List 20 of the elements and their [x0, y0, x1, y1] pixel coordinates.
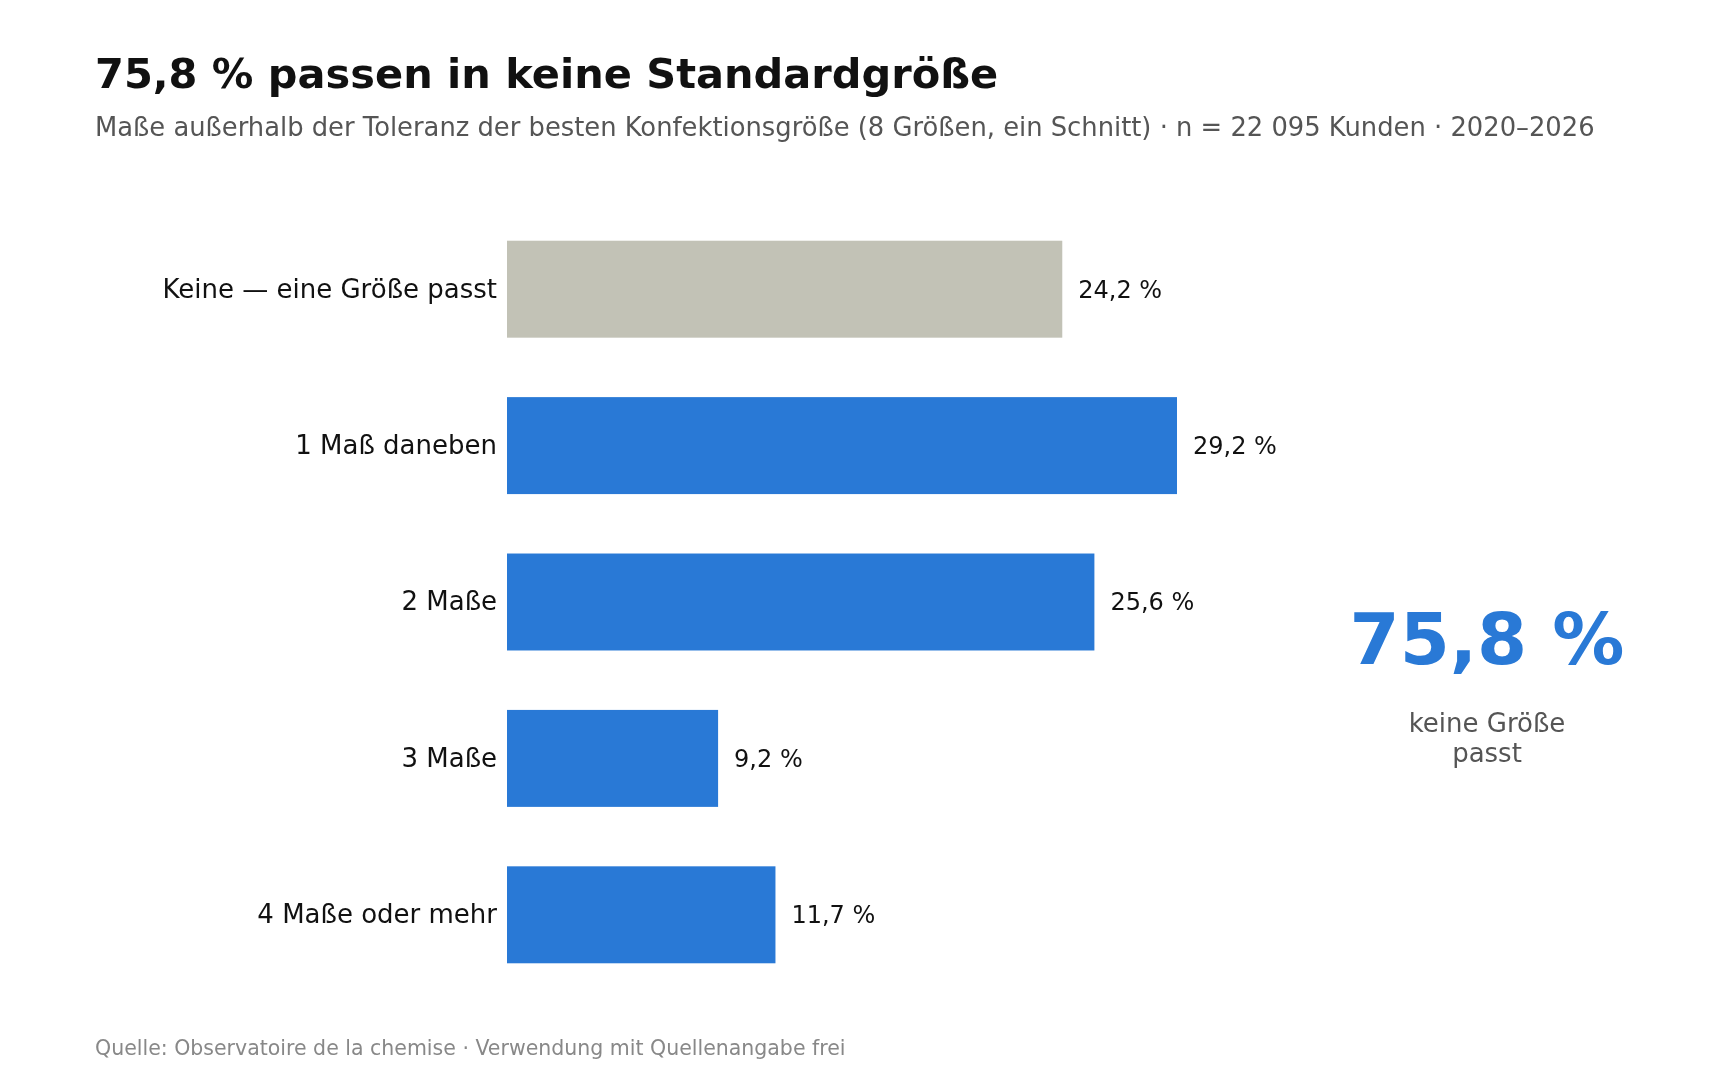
text: keine Größe passt [1408, 708, 1566, 768]
bar [507, 709, 719, 807]
data-label: 11,7 % [791, 901, 876, 930]
bar [507, 397, 1177, 495]
y-tick-label: 1 Maß daneben [295, 429, 497, 460]
y-tick-label: 2 Maße [401, 586, 497, 617]
y-tick-label: Keine — eine Größe passt [162, 273, 497, 304]
y-tick-label: 3 Maße [401, 742, 497, 773]
chart-subtitle: Maße außerhalb der Toleranz der besten Konfektionsgröße (8 Größen, ein Schnitt) · n = 22 095 Kunden · 2020–2026 [95, 112, 1595, 142]
data-label: 9,2 % [734, 744, 803, 773]
text: 75,8 % [1349, 597, 1625, 681]
y-tick-label: 4 Maße oder mehr [257, 899, 498, 930]
data-label: 25,6 % [1110, 588, 1195, 617]
data-label: 24,2 % [1078, 275, 1163, 304]
data-label: 29,2 % [1193, 432, 1277, 460]
bar [507, 553, 1095, 651]
source-note: Quelle: Observatoire de la chemise · Verwendung mit Quellenangabe frei [95, 1036, 846, 1060]
bar [507, 240, 1063, 338]
chart-title: 75,8 % passen in keine Standardgröße [95, 49, 999, 98]
bar [507, 866, 776, 964]
